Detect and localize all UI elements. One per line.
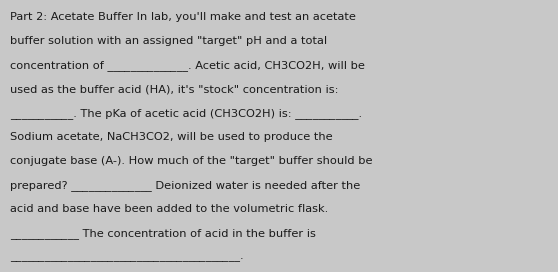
Text: ________________________________________.: ________________________________________… (10, 252, 244, 262)
Text: Part 2: Acetate Buffer In lab, you'll make and test an acetate: Part 2: Acetate Buffer In lab, you'll ma… (10, 12, 356, 22)
Text: Sodium acetate, NaCH3CO2, will be used to produce the: Sodium acetate, NaCH3CO2, will be used t… (10, 132, 333, 142)
Text: conjugate base (A-). How much of the "target" buffer should be: conjugate base (A-). How much of the "ta… (10, 156, 373, 166)
Text: ____________ The concentration of acid in the buffer is: ____________ The concentration of acid i… (10, 228, 316, 239)
Text: concentration of ______________. Acetic acid, CH3CO2H, will be: concentration of ______________. Acetic … (10, 60, 365, 71)
Text: acid and base have been added to the volumetric flask.: acid and base have been added to the vol… (10, 204, 328, 214)
Text: used as the buffer acid (HA), it's "stock" concentration is:: used as the buffer acid (HA), it's "stoc… (10, 84, 339, 94)
Text: ___________. The pKa of acetic acid (CH3CO2H) is: ___________.: ___________. The pKa of acetic acid (CH3… (10, 108, 362, 119)
Text: buffer solution with an assigned "target" pH and a total: buffer solution with an assigned "target… (10, 36, 327, 46)
Text: prepared? ______________ Deionized water is needed after the: prepared? ______________ Deionized water… (10, 180, 360, 191)
